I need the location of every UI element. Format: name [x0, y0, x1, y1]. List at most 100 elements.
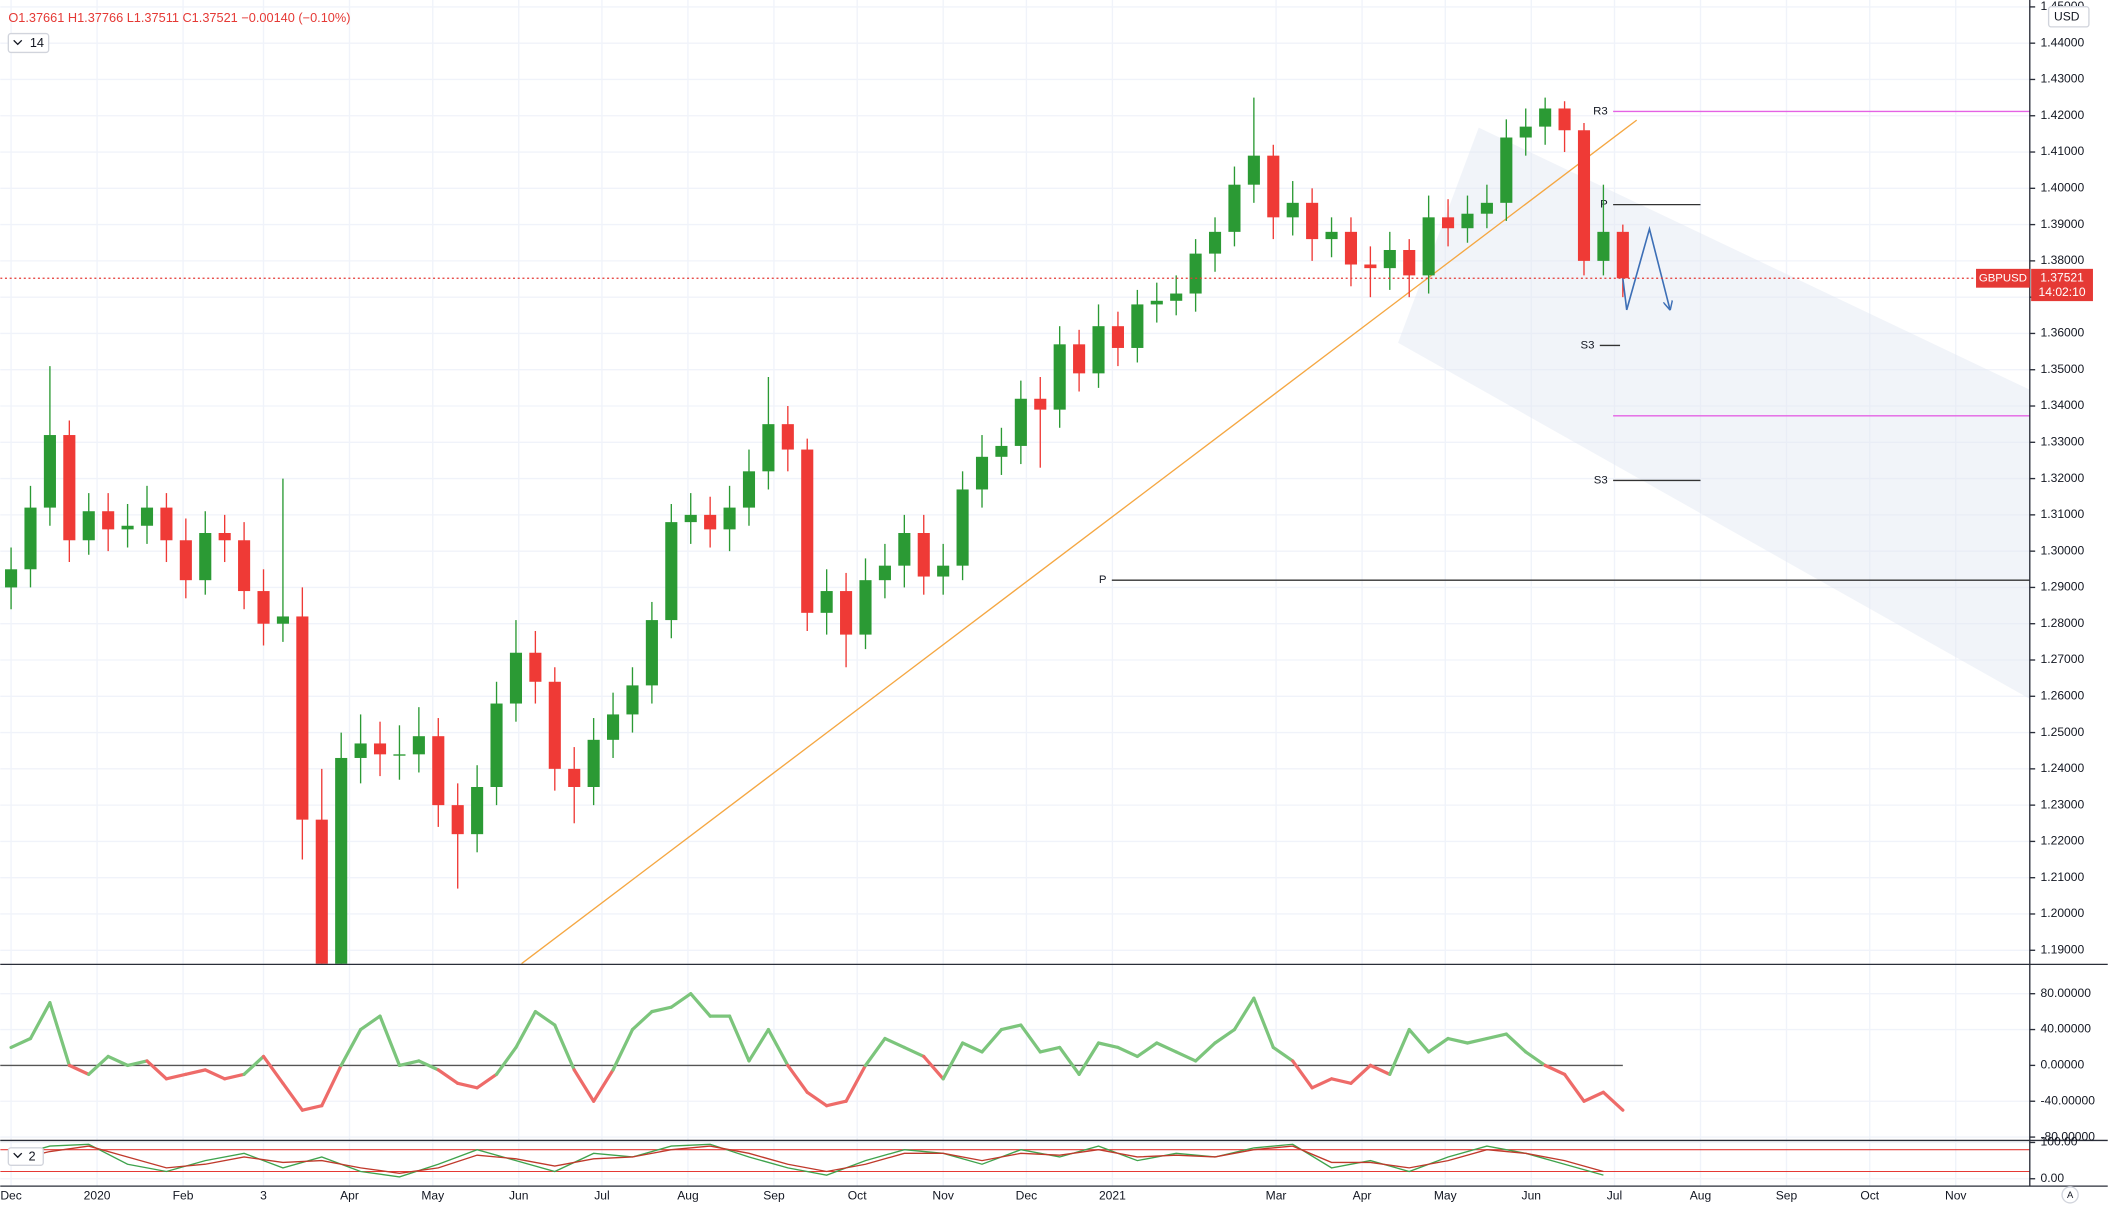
price-tag	[2031, 268, 2093, 302]
candle-body	[1170, 293, 1183, 301]
y-tick-label: 1.40000	[2041, 180, 2085, 194]
y-tick-label: 1.32000	[2041, 471, 2085, 485]
candle-body	[335, 757, 348, 964]
indicator-value: 14	[30, 35, 44, 50]
y-tick-label: 1.44000	[2041, 35, 2085, 49]
candle-body	[63, 435, 76, 541]
x-tick-label: Jul	[1607, 1188, 1622, 1202]
oscillator-segment	[941, 1041, 965, 1081]
x-tick-label: 2020	[84, 1188, 111, 1202]
candle-body	[140, 507, 154, 526]
oscillator-segment	[572, 1068, 596, 1103]
y-tick-label: 0.00	[2041, 1171, 2065, 1185]
candle-body	[665, 522, 678, 621]
oscillator-segment	[1038, 1045, 1062, 1054]
candle-body	[704, 514, 717, 530]
currency-button[interactable]	[2047, 6, 2090, 28]
oscillator-segment	[242, 1054, 266, 1076]
y-tick-label: 1.39000	[2041, 217, 2085, 231]
y-tick-label: 1.21000	[2041, 870, 2085, 884]
candle-body	[1092, 326, 1105, 374]
oscillator-segment	[145, 1059, 169, 1081]
x-tick-label: Feb	[173, 1188, 194, 1202]
oscillator-segment	[1135, 1041, 1159, 1059]
marks: R3PS3S3P	[0, 97, 2030, 1178]
oscillator-segment	[475, 1072, 499, 1090]
oscillator-segment	[980, 1027, 1004, 1054]
candle-body	[781, 424, 794, 450]
indicator-toggle[interactable]	[7, 1147, 44, 1166]
candle-body	[432, 736, 445, 806]
oscillator-segment	[1543, 1063, 1567, 1076]
candle-body	[1519, 126, 1532, 138]
candle-body	[160, 507, 173, 541]
y-tick-label: 1.20000	[2041, 906, 2085, 920]
pivot-label: R3	[1593, 105, 1608, 117]
x-tick-label: Dec	[1016, 1188, 1037, 1202]
candle-body	[1325, 231, 1338, 240]
y-tick-label: 1.43000	[2041, 72, 2085, 86]
oscillator-segment	[1291, 1059, 1314, 1090]
currency-label: USD	[2054, 10, 2080, 24]
candle-body	[1558, 108, 1571, 131]
oscillator-segment	[786, 1063, 809, 1094]
y-tick-label: 1.31000	[2041, 507, 2085, 521]
y-tick-label: 1.28000	[2041, 616, 2085, 630]
auto-scale-label: A	[2067, 1189, 2074, 1200]
candle-body	[937, 565, 950, 577]
projection-path	[1622, 225, 1670, 310]
oscillator-segment	[669, 992, 693, 1009]
oscillator-segment	[1465, 1036, 1489, 1045]
x-tick-label: Aug	[1690, 1188, 1712, 1202]
candle-body	[238, 540, 251, 592]
x-tick-label: 3	[260, 1188, 267, 1202]
candle-body	[723, 507, 736, 530]
candle-body	[24, 507, 37, 570]
candle-body	[878, 565, 891, 581]
oscillator-segment	[1524, 1050, 1547, 1068]
oscillator-segment	[533, 1010, 557, 1027]
y-tick-label: 1.22000	[2041, 834, 2085, 848]
grid	[0, 0, 2030, 1186]
oscillator-segment	[1504, 1032, 1528, 1054]
candle-body	[471, 786, 484, 835]
candle-body	[548, 681, 561, 769]
y-tick-label: -80.00000	[2041, 1129, 2096, 1143]
oscillator-segment	[1329, 1077, 1353, 1085]
candle-body	[645, 620, 658, 686]
candle-body	[1014, 398, 1027, 446]
candle-body	[1247, 155, 1260, 185]
oscillator-segment	[1582, 1090, 1606, 1103]
candle-body	[5, 569, 18, 588]
candle-body	[1286, 202, 1299, 218]
candle-body	[1442, 217, 1455, 229]
oscillator-segment	[203, 1068, 227, 1081]
oscillator-segment	[125, 1059, 149, 1068]
indicator-pane	[0, 1143, 2030, 1178]
indicator-pane	[9, 992, 1625, 1112]
oscillator-segment	[514, 1010, 537, 1050]
x-tick-label: May	[421, 1188, 445, 1202]
auto-scale-button[interactable]	[2061, 1186, 2079, 1204]
indicator-toggle[interactable]	[7, 32, 50, 54]
oscillator-segment	[397, 1059, 421, 1068]
candle-body	[762, 424, 775, 472]
candle-body	[1539, 108, 1552, 127]
y-tick-label: 0.00000	[2041, 1058, 2085, 1072]
candle-body	[529, 652, 542, 682]
candle-body	[1597, 231, 1610, 261]
price-tag-label: 1.37521	[2040, 270, 2084, 284]
candle-body	[102, 511, 115, 530]
oscillator-segment	[261, 1054, 285, 1085]
price-pane: R3PS3S3P	[0, 97, 2030, 964]
oscillator-segment	[1155, 1041, 1178, 1054]
symbol-tag-label: GBPUSD	[1979, 272, 2027, 284]
candle-body	[373, 743, 387, 755]
candle-body	[626, 685, 639, 715]
y-tick-label: 1.38000	[2041, 253, 2085, 267]
oscillator-segment	[747, 1027, 771, 1063]
candle-body	[1422, 217, 1435, 276]
